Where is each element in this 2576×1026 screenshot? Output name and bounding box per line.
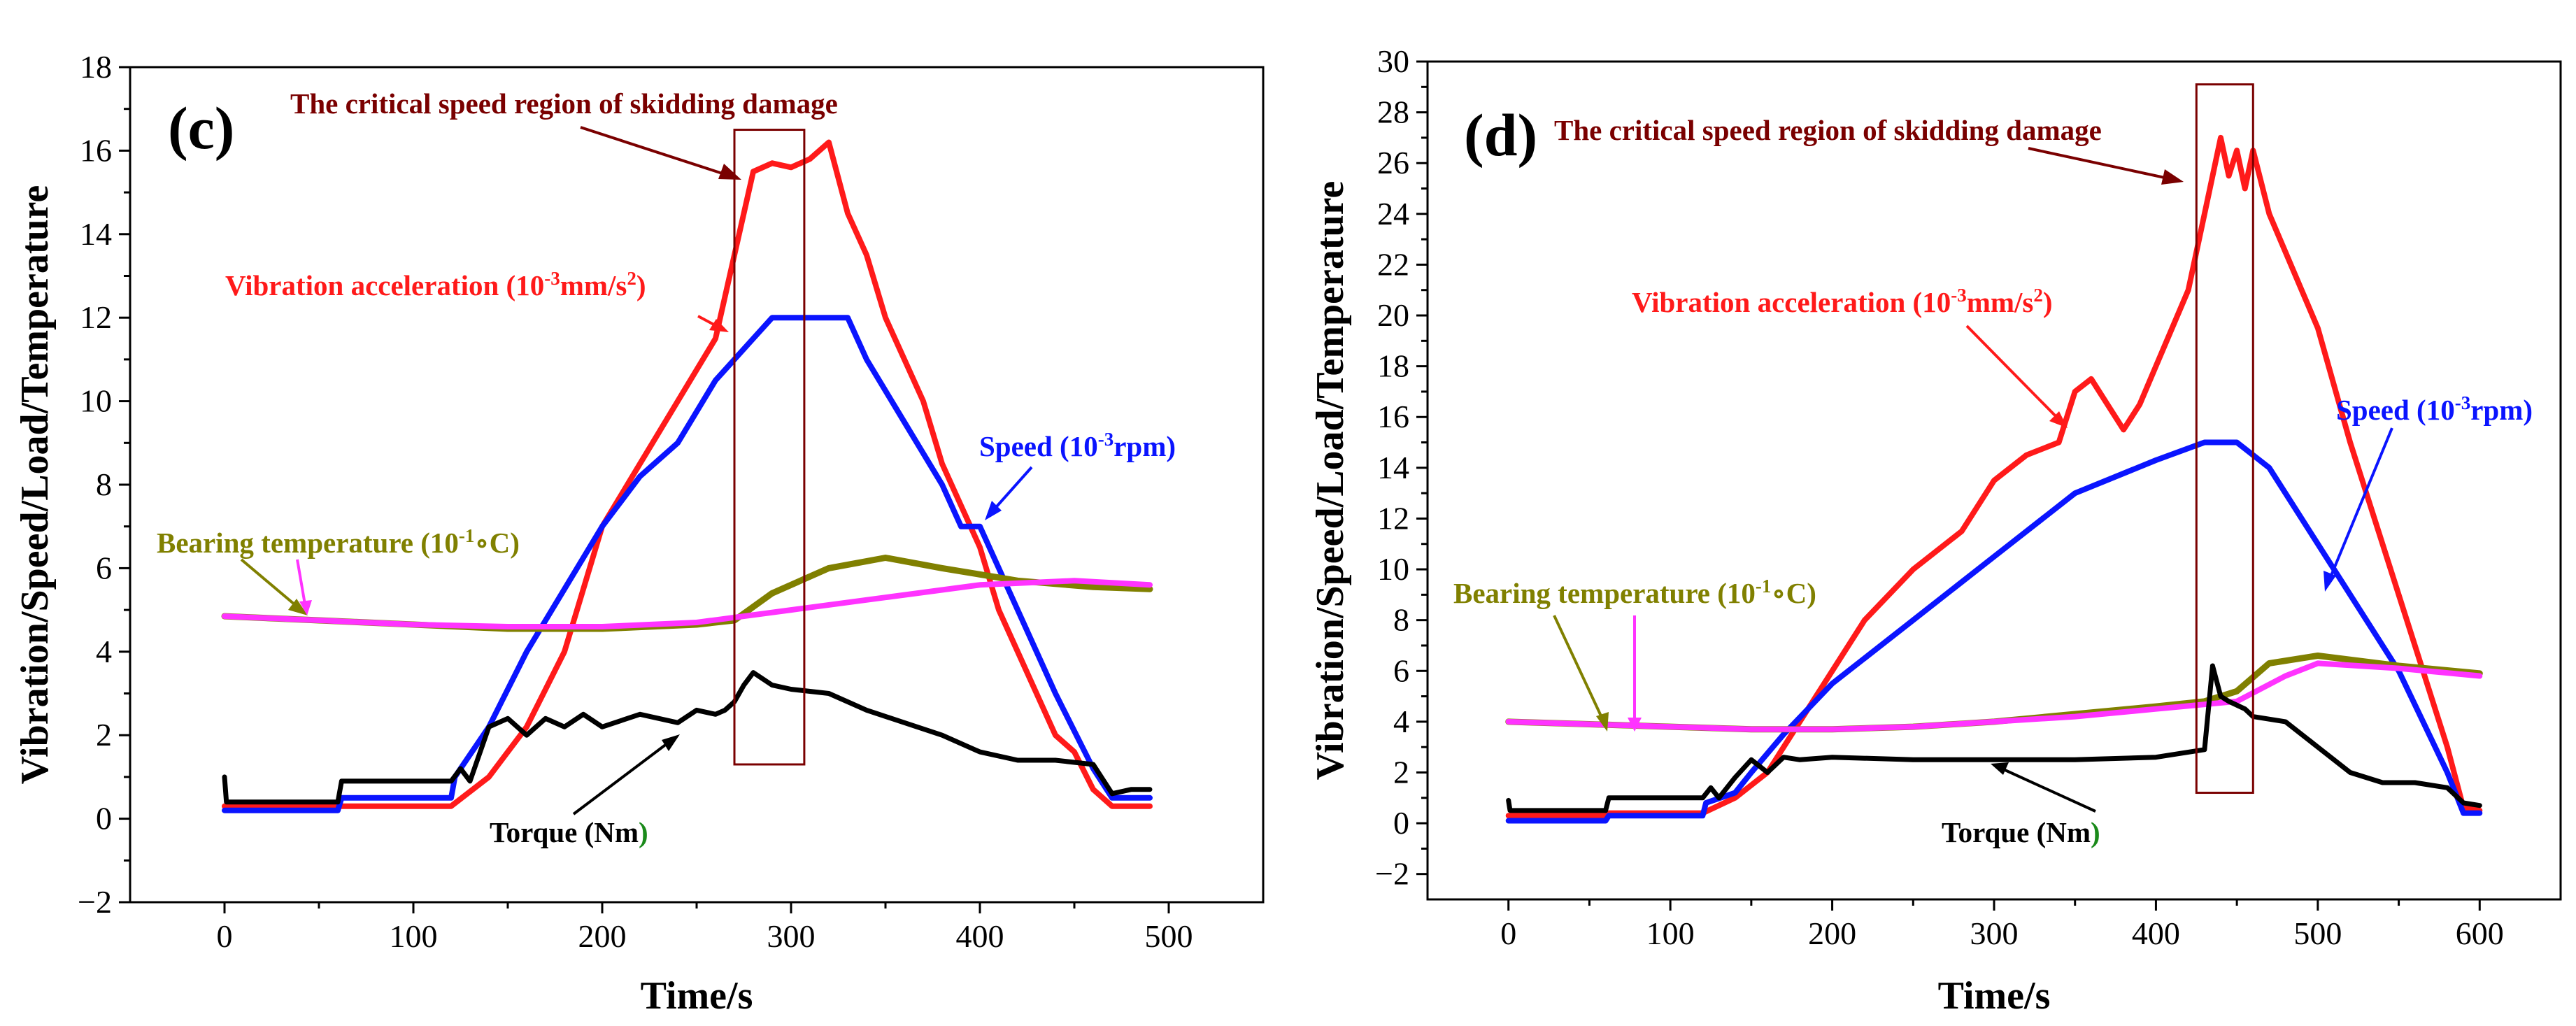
panel-c-torque-annotation: Torque (Nm) [490, 816, 648, 848]
panel-d-vibration-arrow [1965, 325, 2061, 421]
panel-d-series-torque [1506, 663, 2482, 813]
panel-d-y-tick-label: 20 [1377, 297, 1409, 333]
panel-d-speed-annotation: Speed (10-3rpm) [2336, 392, 2533, 426]
panel-c-x-tick-label: 100 [390, 918, 438, 954]
panel-d-y-tick-label: −2 [1375, 856, 1409, 892]
panel-d-y-tick-label: 10 [1377, 551, 1409, 587]
panel-d-x-tick-label: 400 [2132, 915, 2180, 951]
panel-c-plot-frame [129, 66, 1265, 904]
panel-c-x-tick-label: 400 [956, 918, 1004, 954]
panel-c-bearing-arrowhead [288, 599, 308, 615]
panel-d-bearing-arrowhead [1596, 712, 1609, 732]
panel-c-torque-arrow [572, 740, 671, 815]
panel-c-y-tick-label: 12 [80, 299, 112, 335]
panel-d-x-tick-label: 0 [1500, 915, 1516, 951]
panel-c-x-ticks: 0 100 200 300 400 500 [217, 902, 1193, 954]
panel-c-y-tick-label: 16 [80, 132, 112, 168]
panel-c-series-speed [222, 315, 1153, 813]
panel-c-region-arrowhead [718, 164, 741, 180]
panel-c-y-tick-label: 0 [96, 801, 112, 836]
panel-d-torque-arrowhead [1991, 762, 2009, 775]
panel-d-y-tick-label: 2 [1393, 754, 1409, 790]
panel-d-y-tick-label: 12 [1377, 500, 1409, 536]
panel-d-y-tick-label: 4 [1393, 704, 1409, 739]
panel-d-y-tick-label: 18 [1377, 348, 1409, 384]
panel-d-y-tick-label: 26 [1377, 145, 1409, 180]
panel-c-x-tick-label: 200 [578, 918, 627, 954]
panel-d-y-tick-label: 24 [1377, 196, 1409, 231]
panel-d-y-tick-label: 22 [1377, 246, 1409, 282]
panel-d-load-arrowhead [1628, 718, 1642, 732]
panel-c-y-tick-label: 18 [80, 49, 112, 85]
panel-c-series-vibration-acceleration [222, 139, 1153, 809]
panel-c-series-group [221, 139, 1153, 813]
panel-c-x-tick-label: 0 [217, 918, 233, 954]
panel-c-vibration-arrowhead [709, 319, 729, 332]
panel-d-y-tick-label: 28 [1377, 94, 1409, 130]
panel-c-y-tick-label: 4 [96, 634, 112, 669]
panel-d-x-ticks: 0 100 200 300 400 500 600 [1500, 899, 2504, 951]
panel-d-y-tick-label: 14 [1377, 450, 1409, 485]
panel-d-series-group [1505, 134, 2483, 824]
panel-d-y-tick-label: 6 [1393, 653, 1409, 688]
panel-d-vibration-annotation: Vibration acceleration (10-3mm/s2) [1632, 285, 2053, 318]
panel-d-y-tick-label: 0 [1393, 805, 1409, 841]
panel-c-y-ticks: −2 0 2 4 6 8 10 12 14 16 18 [78, 49, 130, 920]
panel-d-y-axis-label: Vibration/Speed/Load/Temperature [1309, 181, 1352, 781]
panel-d-series-load [1505, 660, 2483, 732]
panel-c-speed-arrow [990, 466, 1033, 513]
panel-d-vibration-arrowhead [2049, 411, 2068, 428]
panel-d-label: (d) [1464, 101, 1537, 169]
panel-c-region-arrow [580, 126, 732, 178]
panel-c-y-tick-label: 6 [96, 550, 112, 585]
panel-d-y-tick-label: 30 [1377, 43, 1409, 79]
panel-d-x-axis-label: Time/s [1938, 974, 2051, 1018]
panel-d-torque-arrow [2000, 767, 2096, 813]
panel-d-speed-arrow [2328, 427, 2393, 581]
panel-c-load-arrow [296, 559, 306, 605]
panel-d-region-arrow [2028, 147, 2172, 180]
panel-d-bearing-annotation: Bearing temperature (10-1∘C) [1453, 576, 1816, 609]
panel-d-series-vibration-acceleration [1505, 134, 2483, 819]
panel-c-y-axis-label: Vibration/Speed/Load/Temperature [13, 185, 57, 785]
panel-c-label: (c) [168, 94, 234, 162]
panel-c-x-axis-label: Time/s [641, 974, 753, 1018]
panel-d-series-speed [1505, 439, 2483, 824]
panel-c-y-tick-label: 14 [80, 216, 112, 252]
panel-d-region-arrowhead [2161, 169, 2184, 185]
panel-c-y-tick-label: 8 [96, 466, 112, 502]
panel-c-vibration-annotation: Vibration acceleration (10-3mm/s2) [225, 268, 646, 301]
panel-c-x-tick-label: 500 [1145, 918, 1193, 954]
panel-c-region-annotation: The critical speed region of skidding da… [290, 87, 838, 120]
panel-c-series-load [222, 578, 1153, 629]
panel-d-y-tick-label: 16 [1377, 399, 1409, 434]
panel-d-critical-region-box [2195, 83, 2254, 795]
panel-d-chart: 0 100 200 300 400 500 600 −2024681012141618202… [1309, 43, 2562, 1018]
panel-d-torque-annotation: Torque (Nm) [1942, 816, 2100, 848]
panel-c-series-torque [222, 670, 1153, 805]
panel-c-y-tick-label: −2 [78, 884, 112, 920]
panel-d-x-tick-label: 500 [2293, 915, 2342, 951]
panel-c-critical-region-box [733, 129, 806, 766]
panel-c-load-arrowhead [299, 600, 312, 615]
panel-c-x-tick-label: 300 [767, 918, 816, 954]
panel-d-x-tick-label: 100 [1646, 915, 1695, 951]
panel-d-x-tick-label: 200 [1808, 915, 1856, 951]
panel-c-speed-arrowhead [985, 501, 1002, 520]
panel-d-x-tick-label: 300 [1970, 915, 2019, 951]
panel-c-bearing-arrow [240, 558, 301, 610]
panel-d-x-tick-label: 600 [2456, 915, 2504, 951]
panel-c-torque-arrowhead [662, 734, 680, 751]
panel-c-chart: 0 100 200 300 400 500 −2 0 2 4 6 8 10 12 14 16 18 (c) T… [13, 49, 1265, 1018]
panel-c-speed-annotation: Speed (10-3rpm) [979, 429, 1176, 462]
panel-d-speed-arrowhead [2324, 571, 2336, 592]
panel-c-y-tick-label: 10 [80, 383, 112, 419]
panel-c-y-tick-label: 2 [96, 717, 112, 753]
panel-d-bearing-arrow [1553, 615, 1604, 721]
panel-d-y-tick-label: 8 [1393, 602, 1409, 638]
panel-d-region-annotation: The critical speed region of skidding da… [1554, 114, 2102, 146]
panel-c-bearing-annotation: Bearing temperature (10-1∘C) [157, 525, 520, 559]
